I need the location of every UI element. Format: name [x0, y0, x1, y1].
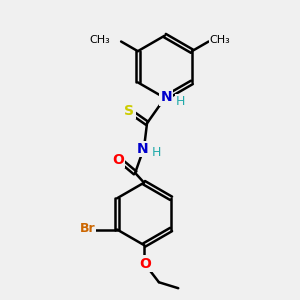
Text: O: O: [112, 153, 124, 167]
Text: CH₃: CH₃: [89, 35, 110, 45]
Text: H: H: [176, 95, 185, 108]
Text: H: H: [152, 146, 161, 160]
Text: Br: Br: [80, 222, 95, 236]
Text: O: O: [140, 256, 152, 271]
Text: N: N: [160, 90, 172, 104]
Text: S: S: [124, 104, 134, 118]
Text: N: N: [137, 142, 148, 156]
Text: CH₃: CH₃: [209, 35, 230, 45]
